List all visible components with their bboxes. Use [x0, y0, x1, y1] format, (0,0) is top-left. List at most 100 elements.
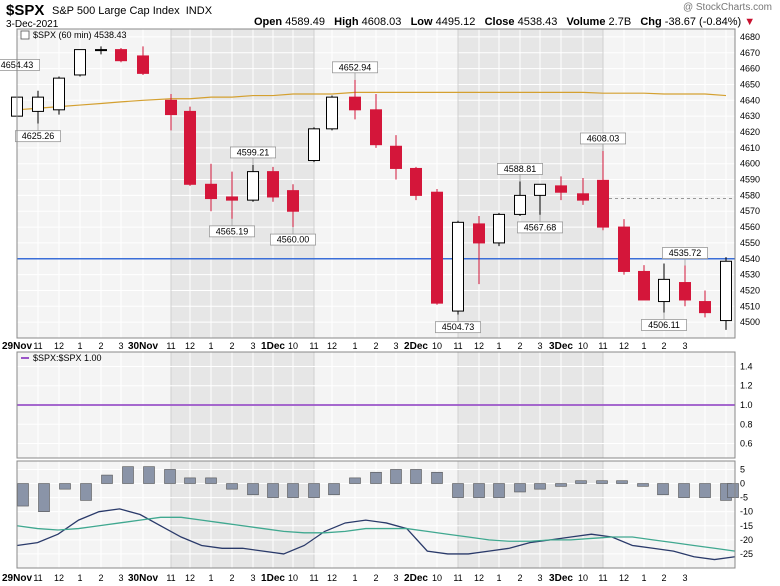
histogram-bar [493, 483, 505, 498]
annotation-label: 4506.11 [648, 320, 680, 330]
histogram-bar [727, 483, 739, 498]
price-tick-label: 4610 [740, 143, 760, 153]
candle-body [95, 49, 107, 52]
candle-body [493, 213, 505, 244]
histogram-bar [164, 469, 176, 484]
candle-body [431, 191, 443, 304]
x-axis-label: 1 [352, 341, 357, 351]
candle-body [638, 270, 650, 301]
histogram-bar [514, 483, 526, 493]
indicator-tick-label: -20 [740, 535, 753, 545]
x-axis-label: 1 [641, 341, 646, 351]
x-axis-label-bottom: 12 [619, 573, 629, 583]
histogram-bar [370, 471, 382, 484]
histogram-bar [575, 480, 587, 484]
candle-body [74, 49, 86, 76]
x-axis-label-bottom: 10 [578, 573, 588, 583]
x-axis-label-bottom: 2 [373, 573, 378, 583]
annotation-label: 4652.94 [339, 62, 372, 72]
histogram-bar [308, 483, 320, 498]
histogram-bar [699, 483, 711, 498]
x-axis-label-bottom: 10 [288, 573, 298, 583]
x-axis-label: 1 [77, 341, 82, 351]
candle-body [287, 190, 299, 212]
annotation-box [208, 225, 255, 238]
histogram-bar [328, 483, 340, 496]
candle-body [349, 96, 361, 111]
histogram-bar [678, 483, 690, 498]
x-axis-label-bottom: 3 [537, 573, 542, 583]
histogram-bar [184, 477, 196, 484]
x-axis-label: 1Dec [261, 341, 285, 352]
x-axis-label-bottom: 12 [327, 573, 337, 583]
annotation-box [229, 146, 276, 159]
annotation-box [580, 132, 627, 145]
x-axis-label-bottom: 1 [641, 573, 646, 583]
histogram-bar [17, 483, 29, 507]
x-axis-label-bottom: 29Nov [2, 573, 32, 584]
x-axis-label: 2 [98, 341, 103, 351]
indicator-tick-label: 0 [740, 479, 745, 489]
x-axis-label: 2 [229, 341, 234, 351]
annotation-label: 4599.21 [237, 147, 270, 157]
x-axis-label-bottom: 2 [661, 573, 666, 583]
histogram-bar [390, 469, 402, 484]
session-shade [458, 29, 603, 338]
x-axis-label-bottom: 1 [496, 573, 501, 583]
candle-body [720, 260, 732, 322]
price-tick-label: 4510 [740, 301, 760, 311]
histogram-bar [534, 483, 546, 490]
candle-body [534, 183, 546, 196]
x-axis-label-bottom: 10 [432, 573, 442, 583]
annotation-label: 4535.72 [669, 248, 702, 258]
x-axis-label-bottom: 11 [453, 573, 462, 583]
indicator-fast-line [16, 508, 736, 561]
candle-body [205, 183, 217, 200]
candle-body [390, 145, 402, 169]
ratio-tick-label: 0.6 [740, 439, 753, 449]
x-axis-label: 3 [682, 341, 687, 351]
x-axis-label: 12 [327, 341, 337, 351]
x-axis-label: 3 [537, 341, 542, 351]
x-axis-label-bottom: 12 [474, 573, 484, 583]
price-tick-label: 4560 [740, 222, 760, 232]
price-tick-label: 4620 [740, 127, 760, 137]
ohlc-readout: Open 4589.49 High 4608.03 Low 4495.12 Cl… [254, 16, 756, 28]
down-arrow-icon: ▼ [744, 16, 756, 28]
x-axis-label-bottom: 2 [98, 573, 103, 583]
x-axis-label-bottom: 30Nov [128, 573, 158, 584]
date-label: 3-Dec-2021 [6, 19, 59, 30]
candle-body [184, 110, 196, 185]
x-axis-label-bottom: 11 [309, 573, 318, 583]
annotation-label: 4608.03 [587, 133, 620, 143]
histogram-bar [247, 483, 259, 496]
candle-body [165, 99, 177, 116]
annotation-label: 4504.73 [442, 322, 475, 332]
x-axis-label: 2 [517, 341, 522, 351]
x-axis-label: 10 [288, 341, 298, 351]
x-axis-label-bottom: 3 [393, 573, 398, 583]
histogram-bar [657, 483, 669, 496]
x-axis-label-bottom: 3Dec [549, 573, 573, 584]
indicator-tick-label: -10 [740, 507, 753, 517]
price-tick-label: 4670 [740, 48, 760, 58]
watermark: @ StockCharts.com [682, 2, 772, 13]
x-axis-label: 11 [309, 341, 318, 351]
price-tick-label: 4590 [740, 175, 760, 185]
price-tick-label: 4680 [740, 32, 760, 42]
histogram-bar [473, 483, 485, 498]
histogram-bar [59, 483, 71, 490]
price-tick-label: 4650 [740, 79, 760, 89]
candle-body [679, 282, 691, 301]
x-axis-label-bottom: 1 [208, 573, 213, 583]
price-tick-label: 4630 [740, 111, 760, 121]
x-axis-label: 12 [185, 341, 195, 351]
panel-border [16, 351, 736, 459]
x-axis-label-bottom: 1 [77, 573, 82, 583]
candle-body [115, 49, 127, 62]
histogram-bar [555, 483, 567, 487]
ratio-tick-label: 1.0 [740, 400, 753, 410]
x-axis-label: 11 [33, 341, 42, 351]
histogram-bar [122, 466, 134, 484]
